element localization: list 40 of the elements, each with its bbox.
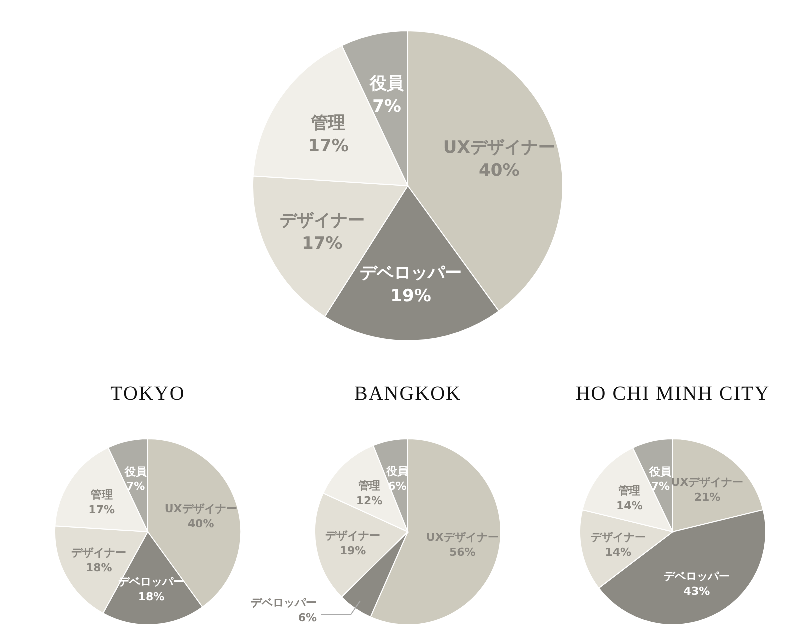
data-label: 19% xyxy=(390,286,432,307)
data-label: 40% xyxy=(188,517,214,530)
data-label: 6% xyxy=(298,611,318,624)
data-label: 18% xyxy=(138,590,165,604)
data-label: 17% xyxy=(302,234,343,254)
slice-label: デザイナー xyxy=(326,529,381,542)
data-label: 43% xyxy=(684,585,710,598)
data-label: 14% xyxy=(605,546,632,560)
slice-label: デザイナー xyxy=(590,531,646,544)
chart-title: TOKYO xyxy=(110,383,186,406)
data-label: 7% xyxy=(372,96,402,117)
data-label: 17% xyxy=(88,503,116,516)
slice-label: 管理 xyxy=(310,114,346,134)
slice-label: デベロッパー xyxy=(360,264,462,284)
data-label: 17% xyxy=(308,136,349,157)
chart-title: HO CHI MINH CITY xyxy=(574,383,772,406)
slice-label: 役員 xyxy=(124,465,148,478)
data-label: 12% xyxy=(356,494,383,508)
slice-label: UXデザイナー xyxy=(426,531,499,544)
data-label: 14% xyxy=(616,499,643,512)
data-label: 56% xyxy=(449,546,476,560)
slice-label: 役員 xyxy=(385,465,410,478)
data-label: 40% xyxy=(479,160,520,181)
data-label: 7% xyxy=(126,480,146,494)
slice-label: 管理 xyxy=(357,479,380,492)
slice-label: 役員 xyxy=(648,465,673,478)
slice-label: 管理 xyxy=(618,484,641,498)
slice-label: UXデザイナー xyxy=(164,502,238,516)
slice-label: 役員 xyxy=(369,74,406,94)
data-label: 19% xyxy=(340,544,366,558)
slice-label: デザイナー xyxy=(280,211,365,232)
slice-label: UXデザイナー xyxy=(443,138,556,158)
chart-title: BANGKOK xyxy=(354,383,462,405)
slice-label: デベロッパー xyxy=(664,570,730,584)
data-label: 21% xyxy=(694,490,721,504)
slice-label: デザイナー xyxy=(72,546,127,560)
data-label: 7% xyxy=(651,480,670,494)
slice-label: デベロッパー xyxy=(251,596,318,610)
data-label: 18% xyxy=(86,562,112,575)
slice-label: 管理 xyxy=(90,488,113,502)
